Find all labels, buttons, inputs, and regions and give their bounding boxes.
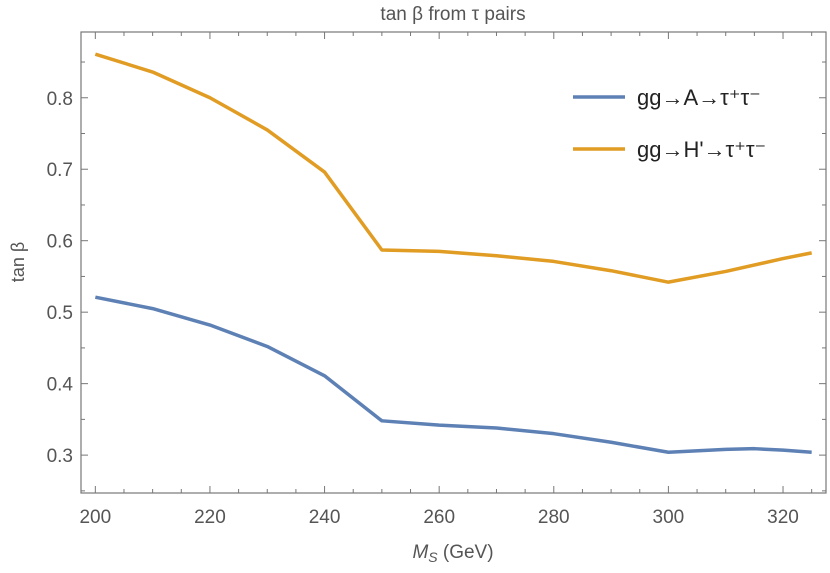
x-tick-label: 300 bbox=[653, 507, 685, 528]
series-line-0 bbox=[94, 295, 812, 455]
x-tick-label: 320 bbox=[767, 507, 799, 528]
x-axis-label: MS (GeV) bbox=[412, 542, 493, 565]
x-tick-label: 240 bbox=[309, 507, 341, 528]
x-tick-label: 220 bbox=[194, 507, 226, 528]
x-tick-label: 200 bbox=[79, 507, 111, 528]
y-tick-label: 0.5 bbox=[47, 303, 73, 324]
y-tick-label: 0.6 bbox=[47, 232, 73, 253]
series-line-1 bbox=[94, 52, 813, 284]
chart-title: tan β from τ pairs bbox=[380, 4, 525, 25]
y-tick-label: 0.7 bbox=[47, 160, 73, 181]
y-tick-label: 0.4 bbox=[47, 375, 74, 396]
x-tick-label: 260 bbox=[423, 507, 455, 528]
y-tick-label: 0.8 bbox=[47, 89, 73, 110]
y-tick-label: 0.3 bbox=[47, 446, 73, 467]
plot-frame bbox=[80, 31, 827, 494]
y-axis-label: tan β bbox=[8, 242, 28, 282]
x-tick-label: 280 bbox=[538, 507, 570, 528]
legend-label: gg→H'→τ⁺τ⁻ bbox=[637, 137, 766, 162]
legend-label: gg→A→τ⁺τ⁻ bbox=[637, 85, 761, 110]
